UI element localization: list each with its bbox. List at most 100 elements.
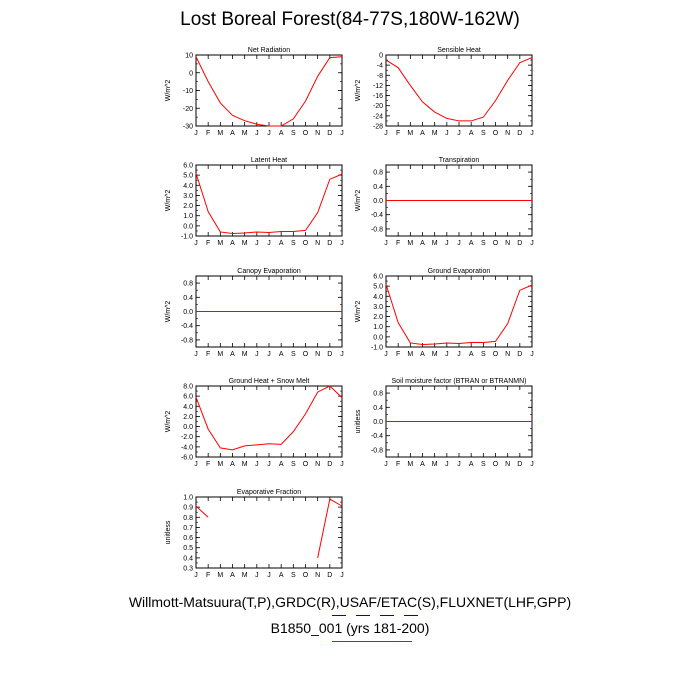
xtick-label: A bbox=[279, 130, 284, 137]
xtick-label: J bbox=[194, 351, 198, 358]
xtick-label: S bbox=[291, 351, 296, 358]
xtick-label: J bbox=[445, 461, 449, 468]
xtick-label: J bbox=[255, 572, 259, 579]
xtick-label: O bbox=[303, 461, 309, 468]
underline-red bbox=[332, 641, 412, 642]
xtick-label: N bbox=[315, 240, 320, 247]
ytick-label: -12 bbox=[373, 83, 383, 90]
ytick-label: -1.0 bbox=[371, 345, 383, 352]
xtick-label: M bbox=[432, 240, 438, 247]
ytick-label: 0.6 bbox=[183, 535, 193, 542]
panel-title: Canopy Evaporation bbox=[237, 268, 301, 275]
underline-blue-1 bbox=[332, 615, 346, 616]
xtick-label: S bbox=[291, 572, 296, 579]
xtick-label: J bbox=[445, 240, 449, 247]
plot-frame bbox=[385, 54, 533, 127]
xtick-label: M bbox=[242, 572, 248, 579]
xtick-label: M bbox=[407, 351, 413, 358]
xtick-label: A bbox=[420, 351, 425, 358]
ytick-label: 0.8 bbox=[373, 170, 383, 177]
ytick-label: -2.0 bbox=[181, 434, 193, 441]
ytick-label: -8 bbox=[377, 73, 383, 80]
xtick-label: J bbox=[340, 130, 344, 137]
xtick-label: M bbox=[217, 572, 223, 579]
xtick-label: J bbox=[194, 240, 198, 247]
xtick-label: M bbox=[217, 240, 223, 247]
xtick-label: J bbox=[457, 130, 461, 137]
ytick-label: 0.4 bbox=[373, 184, 383, 191]
plot-frame bbox=[195, 385, 343, 458]
panel-6: Ground Heat + Snow Melt 8.0 6.0 4.0 2.0 0.0 -2… bbox=[165, 378, 344, 468]
xtick-label: J bbox=[340, 461, 344, 468]
ytick-label: -0.8 bbox=[181, 337, 193, 344]
xtick-label: A bbox=[279, 461, 284, 468]
xtick-label: S bbox=[481, 461, 486, 468]
xtick-label: M bbox=[242, 130, 248, 137]
xtick-label: D bbox=[517, 351, 522, 358]
series-line-0 bbox=[195, 56, 343, 127]
ytick-label: 10 bbox=[185, 53, 193, 60]
xtick-label: D bbox=[517, 130, 522, 137]
xtick-label: J bbox=[340, 572, 344, 579]
series-line-0 bbox=[195, 505, 209, 518]
xtick-label: A bbox=[230, 461, 235, 468]
xtick-label: J bbox=[445, 130, 449, 137]
xtick-label: J bbox=[267, 572, 271, 579]
xtick-label: J bbox=[194, 130, 198, 137]
ytick-label: 3.0 bbox=[183, 193, 193, 200]
ytick-label: -6.0 bbox=[181, 455, 193, 462]
xtick-label: N bbox=[505, 130, 510, 137]
xtick-label: A bbox=[469, 461, 474, 468]
footer-sources: Willmott-Matsuura(T,P),GRDC(R),USAF/ETAC… bbox=[128, 594, 572, 610]
xtick-label: A bbox=[469, 130, 474, 137]
xtick-label: J bbox=[384, 351, 388, 358]
plot-frame bbox=[195, 496, 343, 569]
ytick-label: 1.0 bbox=[183, 495, 193, 502]
xtick-label: M bbox=[407, 130, 413, 137]
panel-title: Latent Heat bbox=[251, 157, 287, 164]
ytick-label: -10 bbox=[183, 88, 193, 95]
ytick-label: 6.0 bbox=[183, 163, 193, 170]
ytick-label: -30 bbox=[183, 124, 193, 131]
xtick-label: A bbox=[230, 130, 235, 137]
xtick-label: S bbox=[481, 351, 486, 358]
xtick-label: J bbox=[530, 351, 534, 358]
xtick-label: A bbox=[279, 572, 284, 579]
ytick-label: -16 bbox=[373, 93, 383, 100]
ytick-label: -1.0 bbox=[181, 234, 193, 241]
ylabel: W/m^2 bbox=[165, 411, 172, 433]
series-line-0 bbox=[195, 172, 343, 234]
footer-case: B1850_001 (yrs 181-200) bbox=[270, 620, 430, 636]
xtick-label: J bbox=[445, 351, 449, 358]
xtick-label: N bbox=[315, 572, 320, 579]
xtick-label: J bbox=[267, 351, 271, 358]
ytick-label: 1.0 bbox=[183, 213, 193, 220]
ytick-label: 0.3 bbox=[183, 566, 193, 573]
xtick-label: M bbox=[407, 461, 413, 468]
ytick-label: 0.0 bbox=[373, 334, 383, 341]
xtick-label: M bbox=[432, 351, 438, 358]
panel-8: Evaporative Fraction 1.0 0.9 0.8 0.7 0.6 0.5 0.… bbox=[165, 489, 344, 579]
ytick-label: 6.0 bbox=[373, 274, 383, 281]
xtick-label: N bbox=[505, 351, 510, 358]
xtick-label: F bbox=[396, 240, 400, 247]
xtick-label: D bbox=[327, 351, 332, 358]
ytick-label: 0.0 bbox=[183, 309, 193, 316]
xtick-label: S bbox=[291, 130, 296, 137]
ytick-label: -20 bbox=[373, 103, 383, 110]
ylabel: W/m^2 bbox=[165, 80, 172, 102]
xtick-label: A bbox=[469, 240, 474, 247]
xtick-label: S bbox=[291, 461, 296, 468]
ytick-label: 2.0 bbox=[373, 314, 383, 321]
series-line-1 bbox=[317, 498, 343, 558]
xtick-label: A bbox=[230, 572, 235, 579]
ytick-label: 4.0 bbox=[183, 183, 193, 190]
ylabel: W/m^2 bbox=[165, 190, 172, 212]
ytick-label: 6.0 bbox=[183, 394, 193, 401]
xtick-label: A bbox=[279, 240, 284, 247]
xtick-label: J bbox=[255, 351, 259, 358]
xtick-label: J bbox=[457, 461, 461, 468]
ylabel: unitless bbox=[355, 409, 362, 433]
